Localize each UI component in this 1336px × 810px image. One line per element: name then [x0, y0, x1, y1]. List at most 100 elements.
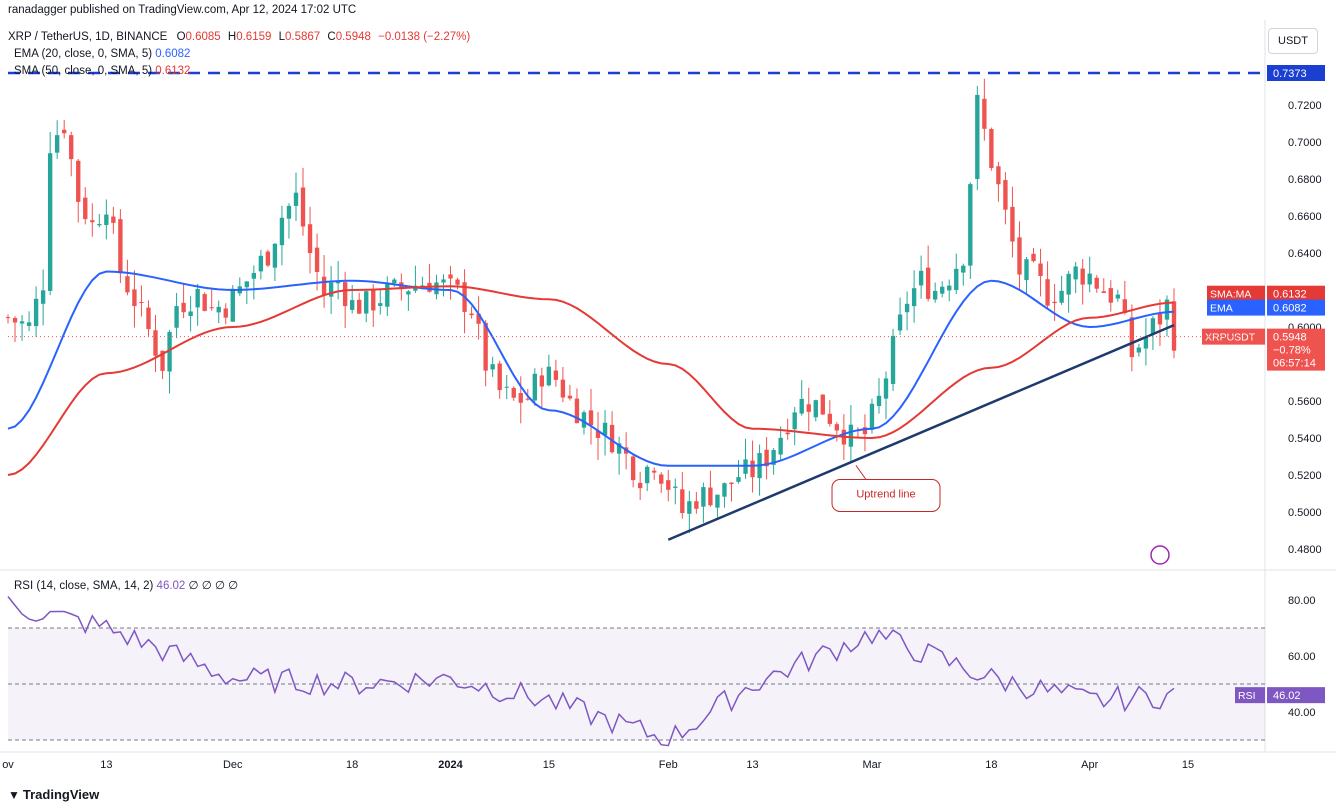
candle-body — [581, 412, 587, 428]
candle-body — [1108, 288, 1113, 303]
candle-body — [862, 427, 868, 435]
ema-series — [7, 270, 1175, 467]
candle-body — [321, 276, 327, 296]
candle-body — [1003, 180, 1008, 210]
candle-body — [947, 285, 952, 291]
candle-body — [687, 501, 692, 514]
candle-body — [701, 487, 706, 507]
candle-body — [378, 303, 383, 306]
candle-body — [483, 322, 488, 371]
tradingview-icon: ▼ — [8, 788, 20, 802]
candle-body — [1073, 266, 1078, 280]
candle-body — [764, 449, 769, 467]
ema-legend[interactable]: EMA (20, close, 0, SMA, 5) 0.6082 — [14, 48, 190, 60]
candle-body — [125, 276, 130, 293]
candle-body — [328, 282, 334, 297]
candle-body — [546, 366, 552, 386]
ohlc-c: C — [327, 31, 336, 43]
footer-text: TradingView — [22, 787, 100, 802]
candle-body — [673, 486, 678, 488]
currency-button[interactable]: USDT — [1268, 28, 1318, 54]
candle-body — [574, 398, 580, 424]
sma-tag-value: 0.6132 — [1273, 289, 1307, 301]
price-tags: 0.7373 SMA:MA 0.6132 EMA 0.6082 XRPUSDT 0.5948… — [8, 64, 1325, 704]
candle-body — [883, 378, 889, 399]
time-tick-label: 15 — [1182, 759, 1194, 771]
candle-body — [834, 424, 840, 431]
candle-body — [869, 403, 875, 430]
time-tick-label: Apr — [1081, 759, 1098, 771]
ohlc-h-value: 0.6159 — [236, 31, 272, 43]
candle-body — [357, 299, 362, 314]
candle-body — [118, 219, 123, 274]
candle-body — [434, 282, 439, 295]
candle-body — [385, 283, 390, 307]
price-tick-label: 0.5000 — [1288, 507, 1322, 519]
alert-icon — [1150, 545, 1170, 565]
candle-body — [729, 482, 734, 485]
sma-legend[interactable]: SMA (50, close, 0, SMA, 5) 0.6132 — [14, 65, 190, 77]
candle-body — [371, 289, 376, 311]
candle-body — [1024, 259, 1029, 281]
candle-body — [820, 394, 825, 415]
rsi-tick-label: 80.00 — [1288, 595, 1316, 607]
time-tick-label: 18 — [346, 759, 358, 771]
candle-body — [771, 449, 776, 465]
footer-logo[interactable]: ▼ TradingView — [8, 787, 99, 802]
rsi-legend-value: 46.02 — [156, 580, 186, 592]
candle-body — [1136, 347, 1142, 353]
candle-body — [911, 288, 917, 307]
candle-body — [1045, 279, 1050, 306]
candle-body — [652, 470, 657, 473]
sma-tag-name: SMA:MA — [1210, 289, 1251, 301]
candle-body — [139, 302, 144, 304]
candle-body — [659, 474, 664, 484]
candles — [5, 78, 1177, 534]
rsi-legend-extra: ∅ ∅ ∅ ∅ — [188, 580, 239, 592]
ohlc-l-value: 0.5867 — [285, 31, 321, 43]
candle-body — [146, 307, 151, 330]
candle-body — [1087, 273, 1092, 285]
candle-body — [799, 398, 804, 414]
candle-body — [392, 279, 397, 284]
price-tag-name-bg — [1202, 328, 1265, 345]
candle-body — [111, 216, 116, 223]
candle-body — [19, 321, 25, 324]
candle-body — [314, 247, 320, 273]
candle-body — [188, 311, 193, 317]
candle-body — [736, 477, 741, 482]
time-tick-label: Mar — [862, 759, 881, 771]
candle-body — [1052, 301, 1057, 304]
ohlc-o-value: 0.6085 — [185, 31, 221, 43]
candle-body — [1115, 294, 1120, 299]
sma-series — [7, 285, 1175, 476]
time-tick-label: 15 — [543, 759, 555, 771]
uptrend-line — [667, 323, 1175, 541]
candle-body — [5, 317, 11, 319]
candle-body — [364, 291, 369, 314]
candle-body — [1031, 253, 1036, 262]
candle-body — [504, 386, 509, 388]
price-tick-label: 0.6400 — [1288, 248, 1322, 260]
candle-body — [342, 282, 348, 307]
ohlc-h: H — [227, 31, 237, 43]
candle-body — [104, 214, 109, 225]
price-tag-line: 06:57:14 — [1273, 358, 1316, 370]
candle-body — [469, 313, 474, 316]
candle-body — [848, 424, 854, 447]
candle-body — [616, 443, 622, 454]
candle-body — [1094, 277, 1099, 289]
candle-body — [69, 135, 74, 160]
price-tick-label: 0.7200 — [1288, 100, 1322, 112]
sma-tag-name-bg — [1207, 285, 1265, 302]
candle-body — [897, 314, 903, 331]
resistance-tag: 0.7373 — [1273, 68, 1307, 80]
price-tick-label: 0.5400 — [1288, 433, 1322, 445]
candle-body — [441, 279, 446, 283]
candle-body — [715, 494, 720, 508]
candle-body — [1080, 268, 1085, 285]
ema-line — [7, 270, 1175, 467]
candle-body — [890, 335, 896, 384]
rsi-legend[interactable]: RSI (14, close, SMA, 14, 2) 46.02 ∅ ∅ ∅ … — [14, 578, 238, 592]
